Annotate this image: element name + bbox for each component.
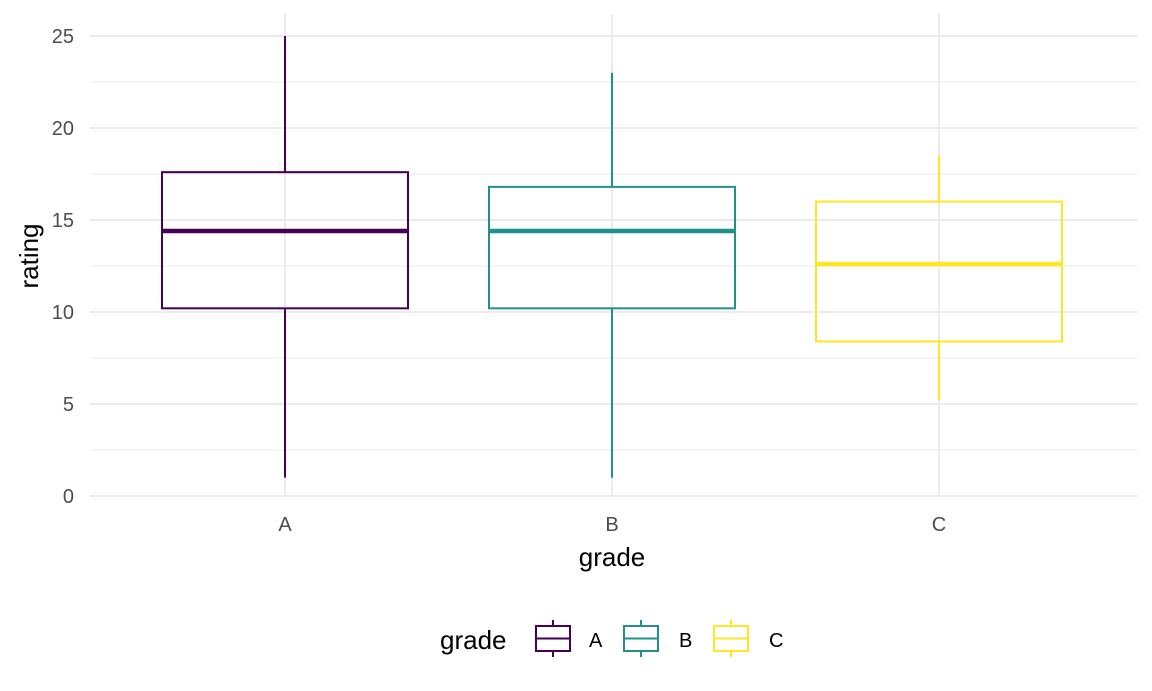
legend-item-b: B xyxy=(623,620,692,657)
y-tick-label: 25 xyxy=(52,26,74,48)
legend-title: grade xyxy=(440,625,507,655)
legend-item-c: C xyxy=(713,620,783,657)
y-tick-label: 5 xyxy=(63,394,74,416)
box-iqr xyxy=(161,171,409,310)
x-axis-tick-labels: A B C xyxy=(278,514,946,536)
box-iqr xyxy=(815,200,1063,343)
box-iqr xyxy=(488,185,736,310)
box-c xyxy=(815,155,1063,401)
legend-item-a: A xyxy=(535,620,603,657)
legend-label: C xyxy=(769,630,783,652)
y-tick-label: 0 xyxy=(63,486,74,508)
legend-label: B xyxy=(679,630,692,652)
x-tick-label: C xyxy=(932,514,946,536)
y-axis-tick-labels: 0 5 10 15 20 25 xyxy=(52,26,74,508)
x-axis-title: grade xyxy=(579,542,646,572)
box-a xyxy=(161,36,409,478)
legend: grade A B C xyxy=(440,620,783,657)
box-b xyxy=(488,72,736,478)
boxes xyxy=(161,36,1063,478)
y-tick-label: 20 xyxy=(52,118,74,140)
y-tick-label: 10 xyxy=(52,302,74,324)
grid-lines xyxy=(90,14,1138,497)
y-tick-label: 15 xyxy=(52,210,74,232)
y-axis-title: rating xyxy=(14,223,44,288)
legend-label: A xyxy=(589,630,603,652)
x-tick-label: B xyxy=(605,514,618,536)
x-tick-label: A xyxy=(278,514,292,536)
